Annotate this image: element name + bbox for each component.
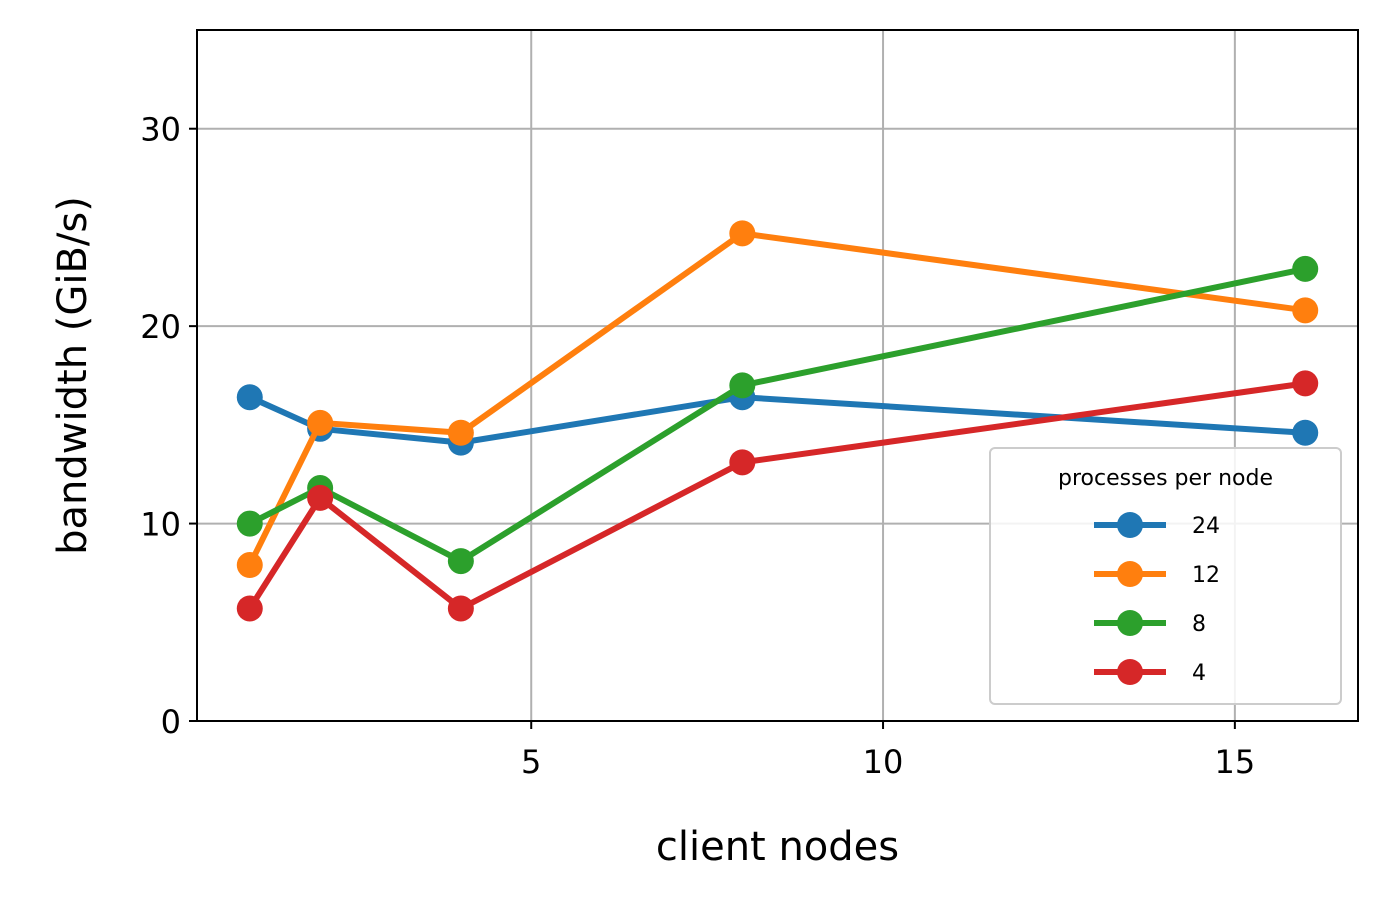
data-point (236, 552, 263, 579)
series-layer (236, 220, 1319, 622)
y-tick-label: 30 (140, 111, 181, 149)
data-point (447, 419, 474, 446)
data-point (729, 449, 756, 476)
x-tick-label: 15 (1215, 743, 1256, 781)
data-point (236, 384, 263, 411)
series-4 (236, 370, 1319, 622)
legend-title: processes per node (1058, 466, 1273, 491)
plot-frame (196, 29, 1359, 722)
legend-marker (1117, 561, 1143, 587)
y-tick-label: 20 (140, 308, 181, 346)
x-axis-label: client nodes (656, 824, 899, 870)
data-point (1292, 370, 1319, 397)
x-tick-label: 5 (521, 743, 541, 781)
legend-item-4: 4 (1094, 659, 1206, 686)
data-point (307, 484, 334, 511)
axis-ticks: 5 10 15 0 10 20 30 (140, 111, 1255, 781)
data-point (1292, 255, 1319, 282)
data-point (447, 595, 474, 622)
y-tick-label: 0 (161, 703, 181, 741)
data-point (729, 220, 756, 247)
legend-item-8: 8 (1094, 610, 1206, 637)
data-point (729, 372, 756, 399)
data-point (447, 548, 474, 575)
data-point (307, 409, 334, 436)
legend-label: 4 (1192, 661, 1206, 686)
legend-marker (1117, 610, 1143, 636)
legend-item-12: 12 (1094, 561, 1220, 588)
legend: processes per node 24 12 8 4 (989, 447, 1342, 705)
data-point (1292, 419, 1319, 446)
data-point (236, 510, 263, 537)
y-axis-label: bandwidth (GiB/s) (50, 196, 96, 555)
legend-items: 24 12 8 4 (1094, 512, 1220, 686)
legend-item-24: 24 (1094, 512, 1220, 539)
y-tick-label: 10 (140, 506, 181, 544)
legend-label: 24 (1192, 514, 1220, 539)
legend-label: 8 (1192, 612, 1206, 637)
legend-marker (1117, 659, 1143, 685)
series-12 (236, 220, 1319, 579)
legend-marker (1117, 512, 1143, 538)
data-point (236, 595, 263, 622)
x-tick-label: 10 (863, 743, 904, 781)
legend-label: 12 (1192, 563, 1220, 588)
data-point (1292, 297, 1319, 324)
